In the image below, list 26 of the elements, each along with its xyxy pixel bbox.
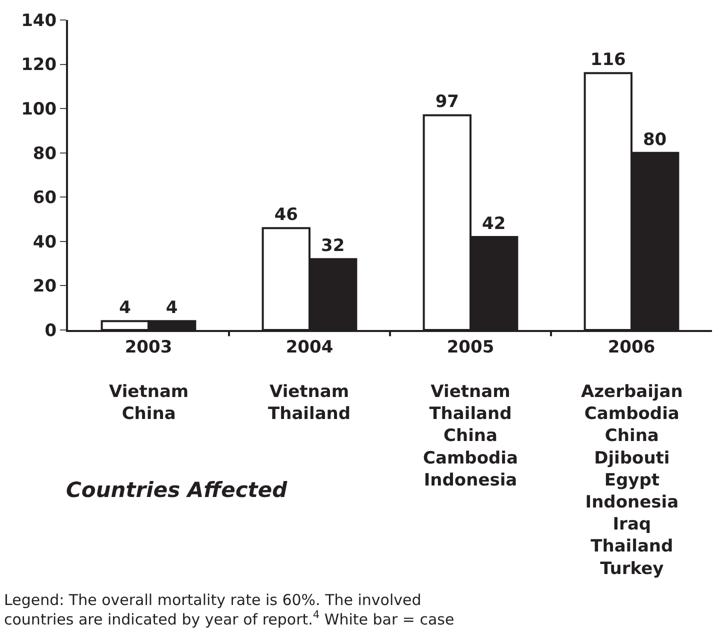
x-tick-label: 2005 xyxy=(446,337,494,358)
data-label: 42 xyxy=(482,214,506,234)
y-tick-label: 120 xyxy=(21,55,57,76)
data-label: 32 xyxy=(321,236,345,256)
text: Countries Affected xyxy=(66,478,288,502)
data-label: 4 xyxy=(166,298,178,318)
text: Vietnam China xyxy=(109,382,189,424)
data-label: 80 xyxy=(642,130,667,150)
text: Legend: The overall mortality rate is 60%. The involved countries are indicated by year of report.$^{4}$ White bar = case xyxy=(4,591,454,628)
y-tick-label: 20 xyxy=(32,276,57,297)
x-tick-label: 2004 xyxy=(286,337,334,358)
x-tick-label: 2003 xyxy=(124,337,172,358)
y-tick-label: 100 xyxy=(21,100,57,120)
y-tick-label: 60 xyxy=(32,188,57,208)
text: Vietnam Thailand xyxy=(268,382,351,424)
y-tick-label: 40 xyxy=(32,232,57,252)
y-tick-label: 0 xyxy=(44,320,57,341)
data-label: 4 xyxy=(119,298,132,318)
data-label: 116 xyxy=(590,50,626,70)
text: Azerbaijan Cambodia China Djibouti Egypt Indonesia Iraq Thailand Turkey xyxy=(581,382,683,579)
data-label: 97 xyxy=(435,92,459,112)
x-tick-label: 2006 xyxy=(608,337,656,358)
text: Vietnam Thailand China Cambodia Indonesia xyxy=(423,382,518,490)
y-tick-label: 140 xyxy=(21,10,57,31)
y-tick-label: 80 xyxy=(32,144,57,164)
data-label: 46 xyxy=(274,205,298,226)
